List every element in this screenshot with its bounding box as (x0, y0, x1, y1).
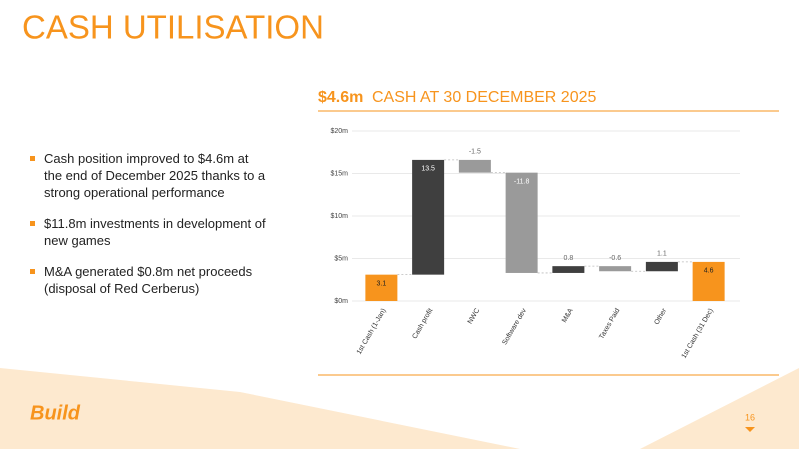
bar (458, 159, 491, 173)
bar (365, 274, 398, 301)
bullet-list: Cash position improved to $4.6m at the e… (30, 150, 270, 311)
bar (412, 159, 445, 275)
logo: Build (30, 402, 81, 424)
value-label: 13.5 (421, 166, 435, 173)
y-tick-label: $5m (334, 255, 348, 262)
bullet: $11.8m investments in development of new… (30, 215, 270, 249)
y-tick-label: $20m (330, 128, 348, 135)
x-tick-label: 1st Cash (31 Dec) (681, 307, 715, 359)
x-tick-label: Other (653, 307, 668, 326)
bullet: Cash position improved to $4.6m at the e… (30, 150, 270, 201)
x-tick-label: 1st Cash (1-Jan) (356, 307, 388, 355)
x-tick-label: Software dev (501, 307, 528, 346)
bg-shape (640, 368, 799, 449)
bullet: M&A generated $0.8m net proceeds (dispos… (30, 263, 270, 297)
x-tick-label: Cash profit (411, 307, 434, 340)
bar (552, 266, 585, 273)
y-tick-label: $10m (330, 213, 348, 220)
value-label: 4.6 (704, 268, 714, 275)
value-label: -1.5 (469, 149, 481, 156)
value-label: -11.8 (514, 178, 530, 185)
chart-title: CASH AT 30 DECEMBER 2025 (372, 89, 596, 106)
x-tick-label: Taxes Paid (598, 307, 621, 340)
y-tick-label: $15m (330, 170, 348, 177)
x-tick-label: NWC (467, 307, 481, 325)
bar (645, 261, 678, 272)
x-tick-label: M&A (561, 307, 575, 324)
bar (692, 261, 725, 301)
value-label: 3.1 (377, 280, 387, 287)
value-label: -0.6 (609, 255, 621, 262)
page-number: 16 (745, 412, 755, 422)
page-marker (745, 427, 755, 432)
y-tick-label: $0m (334, 298, 348, 305)
bar (505, 172, 538, 273)
value-label: 1.1 (657, 251, 667, 258)
bar (599, 266, 632, 272)
slide-title: CASH UTILISATION (22, 9, 324, 46)
bg-shape (0, 368, 520, 449)
value-label: 0.8 (564, 255, 574, 262)
chart-highlight: $4.6m (318, 89, 363, 106)
